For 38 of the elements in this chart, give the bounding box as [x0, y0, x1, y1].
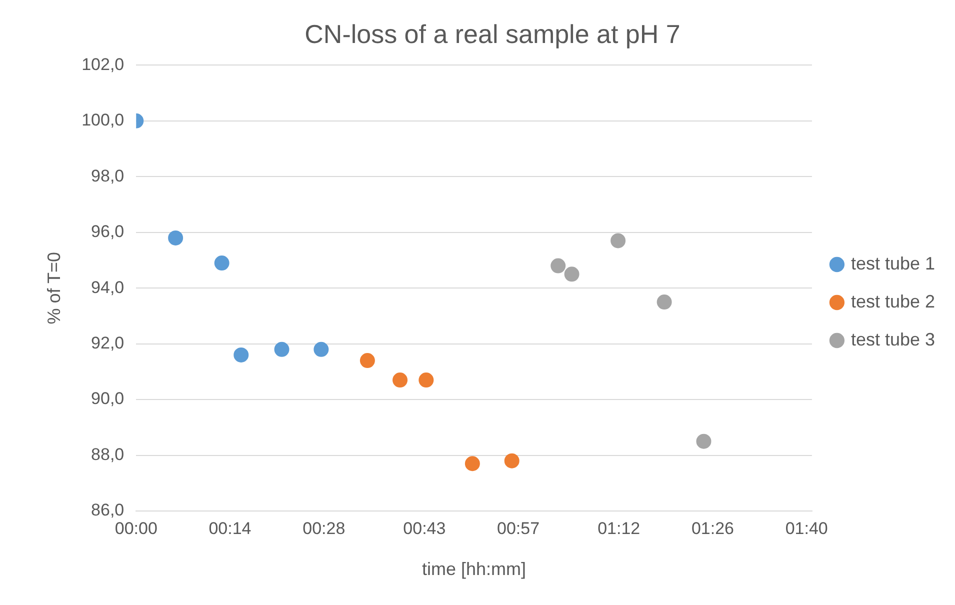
- x-tick-label: 01:26: [691, 518, 734, 538]
- point: [214, 256, 230, 271]
- point: [360, 353, 375, 368]
- y-tick-label: 90,0: [91, 389, 124, 408]
- point: [696, 434, 712, 449]
- point: [564, 266, 580, 282]
- x-tick-label: 00:43: [403, 518, 446, 538]
- x-tick-label: 00:00: [114, 518, 158, 538]
- x-tick-label: 00:14: [208, 518, 252, 538]
- y-tick-label: 100,0: [82, 110, 124, 130]
- y-tick-label: 86,0: [91, 500, 124, 520]
- point: [314, 342, 329, 357]
- point: [656, 294, 672, 310]
- y-tick-label: 94,0: [91, 278, 124, 297]
- y-tick-label: 96,0: [91, 222, 124, 242]
- point: [168, 230, 184, 246]
- point: [418, 372, 434, 388]
- point: [504, 453, 520, 468]
- y-tick-label: 88,0: [91, 444, 124, 464]
- point: [274, 342, 290, 357]
- x-tick-label: 00:57: [497, 518, 540, 538]
- point: [234, 347, 249, 362]
- x-axis-title: time [hh:mm]: [422, 559, 526, 580]
- x-tick-label: 00:28: [302, 518, 346, 538]
- y-tick-label: 92,0: [91, 334, 124, 353]
- x-tick-label: 01:12: [598, 518, 640, 538]
- point: [610, 233, 626, 248]
- legend-label: test tube 1: [850, 253, 936, 274]
- chart-title: CN-loss of a real sample at pH 7: [304, 18, 680, 49]
- y-axis-title: % of T=0: [44, 252, 64, 324]
- legend-label: test tube 2: [850, 291, 936, 312]
- x-tick-label: 01:40: [785, 518, 828, 538]
- y-tick-label: 98,0: [91, 166, 124, 186]
- point: [392, 372, 408, 388]
- point: [550, 258, 566, 274]
- point: [464, 456, 480, 472]
- legend-label: test tube 3: [850, 329, 936, 350]
- y-tick-label: 102,0: [82, 54, 124, 74]
